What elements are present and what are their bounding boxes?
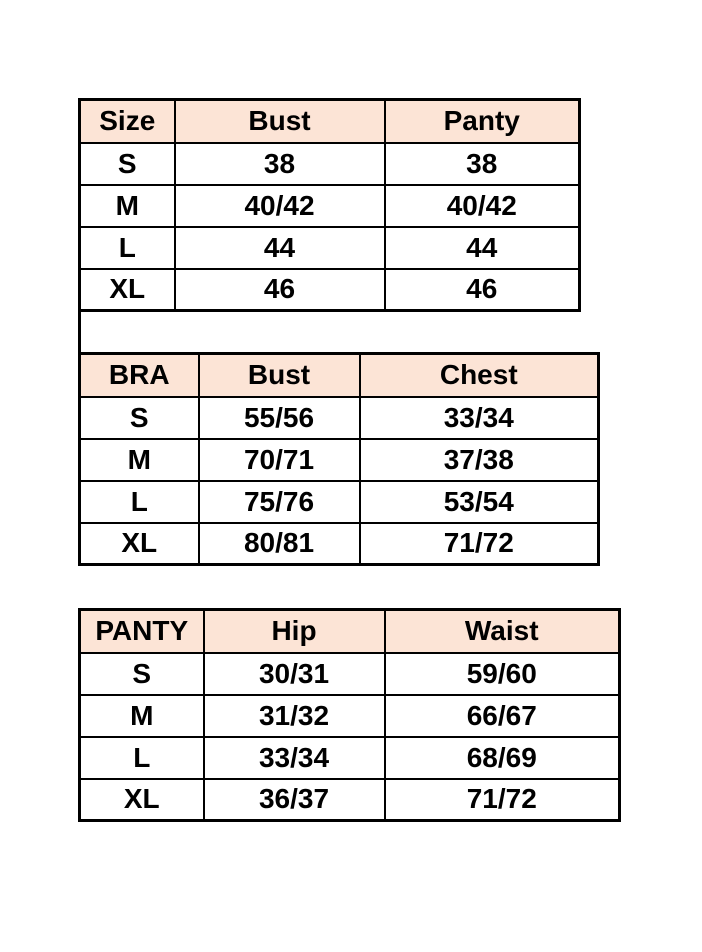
value-cell: 66/67: [383, 693, 621, 738]
table-row: S 38 38: [78, 141, 581, 186]
size-cell: XL: [78, 521, 200, 566]
table-row: XL 36/37 71/72: [78, 777, 621, 822]
header-cell-bra: BRA: [78, 352, 200, 398]
header-cell-waist: Waist: [383, 608, 621, 654]
size-cell: S: [78, 651, 205, 696]
header-cell-bust: Bust: [197, 352, 361, 398]
table-row: L 75/76 53/54: [78, 479, 600, 524]
value-cell: 75/76: [197, 479, 361, 524]
value-cell: 44: [383, 225, 581, 270]
size-cell: M: [78, 693, 205, 738]
value-cell: 36/37: [202, 777, 386, 822]
size-chart-table: Size Bust Panty S 38 38 M 40/42 40/42 L …: [78, 98, 581, 312]
header-cell-hip: Hip: [202, 608, 386, 654]
value-cell: 30/31: [202, 651, 386, 696]
table-row: M 70/71 37/38: [78, 437, 600, 482]
size-cell: L: [78, 479, 200, 524]
value-cell: 55/56: [197, 395, 361, 440]
panty-chart-table: PANTY Hip Waist S 30/31 59/60 M 31/32 66…: [78, 608, 621, 822]
value-cell: 33/34: [358, 395, 600, 440]
value-cell: 40/42: [383, 183, 581, 228]
value-cell: 80/81: [197, 521, 361, 566]
value-cell: 59/60: [383, 651, 621, 696]
header-row: Size Bust Panty: [78, 98, 581, 144]
table-row: L 44 44: [78, 225, 581, 270]
header-cell-chest: Chest: [358, 352, 600, 398]
table-row: S 30/31 59/60: [78, 651, 621, 696]
value-cell: 53/54: [358, 479, 600, 524]
size-cell: L: [78, 735, 205, 780]
size-cell: XL: [78, 267, 176, 312]
value-cell: 31/32: [202, 693, 386, 738]
value-cell: 70/71: [197, 437, 361, 482]
value-cell: 71/72: [383, 777, 621, 822]
table-row: XL 80/81 71/72: [78, 521, 600, 566]
value-cell: 40/42: [173, 183, 386, 228]
bra-chart-table: BRA Bust Chest S 55/56 33/34 M 70/71 37/…: [78, 352, 600, 566]
value-cell: 71/72: [358, 521, 600, 566]
table-row: S 55/56 33/34: [78, 395, 600, 440]
value-cell: 68/69: [383, 735, 621, 780]
value-cell: 46: [173, 267, 386, 312]
table-row: M 40/42 40/42: [78, 183, 581, 228]
header-cell-panty: Panty: [383, 98, 581, 144]
header-row: BRA Bust Chest: [78, 352, 600, 398]
value-cell: 38: [173, 141, 386, 186]
size-cell: XL: [78, 777, 205, 822]
header-cell-size: Size: [78, 98, 176, 144]
table-row: L 33/34 68/69: [78, 735, 621, 780]
size-cell: S: [78, 395, 200, 440]
value-cell: 44: [173, 225, 386, 270]
value-cell: 46: [383, 267, 581, 312]
table-row: M 31/32 66/67: [78, 693, 621, 738]
header-cell-panty: PANTY: [78, 608, 205, 654]
header-row: PANTY Hip Waist: [78, 608, 621, 654]
value-cell: 33/34: [202, 735, 386, 780]
value-cell: 38: [383, 141, 581, 186]
size-cell: S: [78, 141, 176, 186]
table-row: XL 46 46: [78, 267, 581, 312]
table-join-line: [78, 309, 81, 353]
size-cell: M: [78, 183, 176, 228]
value-cell: 37/38: [358, 437, 600, 482]
size-cell: M: [78, 437, 200, 482]
header-cell-bust: Bust: [173, 98, 386, 144]
size-cell: L: [78, 225, 176, 270]
